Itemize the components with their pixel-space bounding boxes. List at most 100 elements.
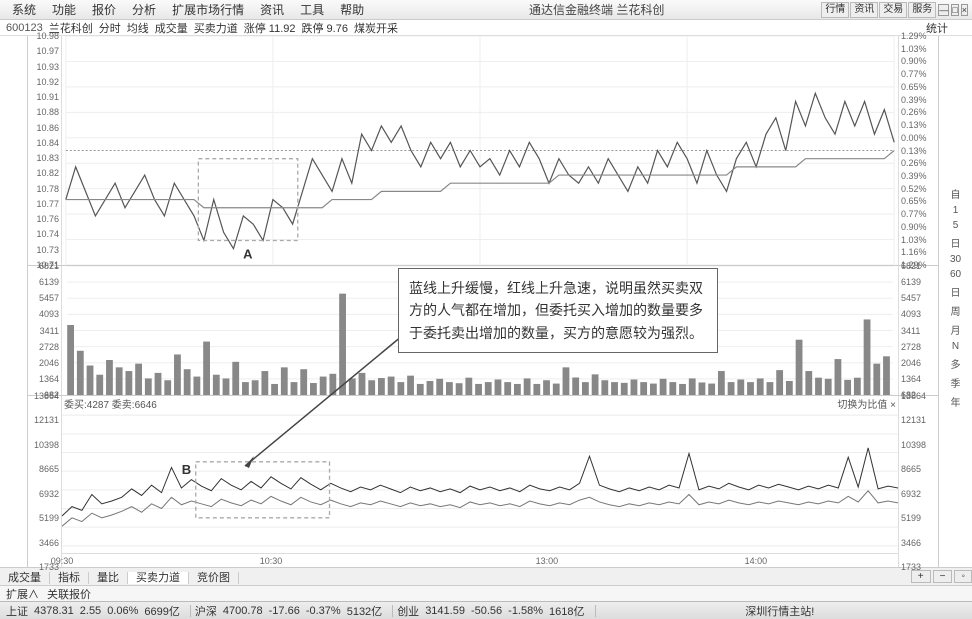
sector: 煤炭开采 xyxy=(354,20,398,36)
tab-竞价图[interactable]: 竞价图 xyxy=(189,572,239,584)
yaxis-label: 10.77 xyxy=(36,199,59,209)
vol-label: 成交量 xyxy=(155,20,188,36)
expand-item[interactable]: 关联报价 xyxy=(47,586,91,602)
xaxis-label: 09:30 xyxy=(51,556,74,566)
yaxis-label: 0.00% xyxy=(901,133,927,143)
right-panel-item[interactable]: 自 xyxy=(951,186,961,201)
right-panel-item[interactable]: 多 xyxy=(951,356,961,371)
status-bar: 上证4378.312.550.06%6699亿沪深4700.78-17.66-0… xyxy=(0,601,972,619)
yaxis-label: 6139 xyxy=(901,277,921,287)
tab-买卖力道[interactable]: 买卖力道 xyxy=(128,572,189,584)
status-label: 创业 xyxy=(397,603,419,619)
toolbar-资讯[interactable]: 资讯 xyxy=(850,2,878,18)
menu-系统[interactable]: 系统 xyxy=(4,3,44,17)
left-gutter xyxy=(0,36,28,567)
toolbar-交易[interactable]: 交易 xyxy=(879,2,907,18)
status-v2: -50.56 xyxy=(471,605,502,617)
limit-up: 涨停 11.92 xyxy=(244,20,296,36)
yaxis-label: 10.74 xyxy=(36,229,59,239)
tab-量比[interactable]: 量比 xyxy=(89,572,128,584)
right-panel-item[interactable]: 月 xyxy=(951,322,961,337)
yaxis-label: 0.26% xyxy=(901,158,927,168)
stats-button[interactable]: 统计 xyxy=(926,20,948,36)
expand-item[interactable]: 扩展∧ xyxy=(6,586,39,602)
toolbar-行情[interactable]: 行情 xyxy=(821,2,849,18)
max-button[interactable]: □ xyxy=(951,4,958,16)
expand-bar: 扩展∧ 关联报价 xyxy=(0,585,972,601)
yaxis-label: 0.39% xyxy=(901,171,927,181)
right-panel-item[interactable]: 季 xyxy=(951,375,961,390)
status-v3: 0.06% xyxy=(107,605,138,617)
yaxis-label: 10.88 xyxy=(36,107,59,117)
menu-帮助[interactable]: 帮助 xyxy=(332,3,372,17)
menu-分析[interactable]: 分析 xyxy=(124,3,164,17)
right-panel: 自15日3060日周月N多季年 xyxy=(938,36,972,567)
right-panel-item[interactable]: 5 xyxy=(953,220,959,231)
right-panel-item[interactable]: 30 xyxy=(950,254,961,265)
menu-报价[interactable]: 报价 xyxy=(84,3,124,17)
yaxis-label: 0.90% xyxy=(901,222,927,232)
right-panel-item[interactable]: 1 xyxy=(953,205,959,216)
yaxis-label: 3411 xyxy=(40,326,59,336)
yaxis-label: 0.52% xyxy=(901,184,927,194)
menu-功能[interactable]: 功能 xyxy=(44,3,84,17)
menubar: 系统功能报价分析扩展市场行情资讯工具帮助 通达信金融终端 兰花科创 行情资讯交易… xyxy=(0,0,972,20)
yaxis-label: 0.26% xyxy=(901,107,927,117)
menu-工具[interactable]: 工具 xyxy=(292,3,332,17)
status-label: 上证 xyxy=(6,603,28,619)
yaxis-label: 4093 xyxy=(39,309,59,319)
period: 分时 xyxy=(99,20,121,36)
yaxis-label: 1.03% xyxy=(901,235,927,245)
limit-dn: 跌停 9.76 xyxy=(302,20,348,36)
yaxis-label: 10.97 xyxy=(36,46,59,56)
right-panel-item[interactable]: 日 xyxy=(951,235,961,250)
right-panel-item[interactable]: 日 xyxy=(951,284,961,299)
tab-zero[interactable]: ◦ xyxy=(954,570,972,583)
status-v4: 1618亿 xyxy=(549,603,584,619)
yaxis-label: 2046 xyxy=(901,358,921,368)
yaxis-label: 8665 xyxy=(901,464,921,474)
xaxis-label: 13:00 xyxy=(536,556,559,566)
order-chart-pane[interactable]: 委买:4287 委卖:6646 切换为比值 × 1386412131103988… xyxy=(28,396,938,567)
status-v4: 5132亿 xyxy=(347,603,382,619)
close-button[interactable]: × xyxy=(961,4,968,16)
yaxis-label: 5199 xyxy=(39,513,59,523)
right-panel-item[interactable]: N xyxy=(952,341,959,352)
menu-资讯[interactable]: 资讯 xyxy=(252,3,292,17)
min-button[interactable]: — xyxy=(938,4,949,16)
yaxis-label: 10.83 xyxy=(36,153,59,163)
bottom-tabs: 成交量指标量比买卖力道竞价图 + − ◦ xyxy=(0,567,972,585)
yaxis-label: 5457 xyxy=(39,293,59,303)
status-label: 沪深 xyxy=(195,603,217,619)
status-v3: -1.58% xyxy=(508,605,543,617)
yaxis-label: 10398 xyxy=(901,440,926,450)
yaxis-label: 0.13% xyxy=(901,120,927,130)
status-v2: 2.55 xyxy=(80,605,101,617)
order-switch[interactable]: 切换为比值 × xyxy=(837,396,896,411)
yaxis-label: 10.73 xyxy=(36,245,59,255)
right-panel-item[interactable]: 60 xyxy=(950,269,961,280)
price-chart-pane[interactable]: 10.9810.9710.9310.9210.9110.8810.8610.84… xyxy=(28,36,938,266)
yaxis-label: 10.78 xyxy=(36,184,59,194)
tab-成交量[interactable]: 成交量 xyxy=(0,572,50,584)
yaxis-label: 10.76 xyxy=(36,214,59,224)
annotation-callout: 蓝线上升缓慢，红线上升急速，说明虽然买卖双方的人气都在增加，但委托买入增加的数量… xyxy=(398,268,718,353)
toolbar-服务[interactable]: 服务 xyxy=(908,2,936,18)
menu-扩展市场行情[interactable]: 扩展市场行情 xyxy=(164,3,252,17)
status-v1: 4378.31 xyxy=(34,605,74,617)
right-panel-item[interactable]: 年 xyxy=(951,394,961,409)
tab-指标[interactable]: 指标 xyxy=(50,572,89,584)
yaxis-label: 1364 xyxy=(39,374,59,384)
yaxis-label: 6932 xyxy=(39,489,59,499)
yaxis-label: 10.84 xyxy=(36,138,59,148)
status-center: 深圳行情主站! xyxy=(600,603,961,619)
tab-next[interactable]: − xyxy=(933,570,953,583)
yaxis-label: 6932 xyxy=(901,489,921,499)
yaxis-label: 12131 xyxy=(901,415,926,425)
yaxis-label: 0.90% xyxy=(901,56,927,66)
yaxis-label: 2728 xyxy=(901,342,921,352)
right-panel-item[interactable]: 周 xyxy=(951,303,961,318)
yaxis-label: 12131 xyxy=(34,415,59,425)
yaxis-label: 0.77% xyxy=(901,209,927,219)
yaxis-label: 0.65% xyxy=(901,82,927,92)
